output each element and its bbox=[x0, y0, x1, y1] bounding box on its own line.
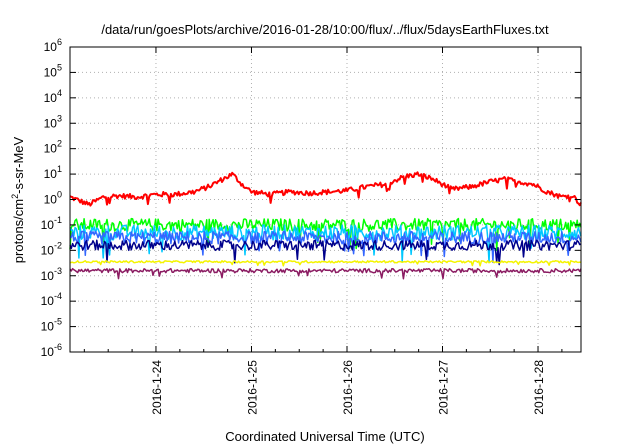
y-tick-label: 10-2 bbox=[41, 240, 62, 257]
y-tick-label: 106 bbox=[44, 37, 62, 54]
y-tick-label: 105 bbox=[44, 62, 62, 79]
flux-series-7 bbox=[69, 267, 582, 280]
y-tick-label: 101 bbox=[44, 164, 62, 181]
y-tick-label: 102 bbox=[44, 139, 62, 156]
flux-series-4 bbox=[69, 230, 582, 264]
y-tick-label: 10-1 bbox=[41, 215, 62, 232]
x-tick-label: 2016-1-25 bbox=[245, 360, 259, 415]
y-tick-label: 10-3 bbox=[41, 266, 62, 283]
x-axis-label: Coordinated Universal Time (UTC) bbox=[225, 429, 424, 444]
flux-series-6 bbox=[69, 260, 582, 267]
series-group bbox=[69, 171, 582, 280]
x-tick-label: 2016-1-27 bbox=[437, 360, 451, 415]
x-axis: 2016-1-24 2016-1-25 2016-1-26 2016-1-27 2016… bbox=[83, 47, 563, 415]
chart-title: /data/run/goesPlots/archive/2016-01-28/1… bbox=[101, 22, 549, 37]
y-tick-label: 103 bbox=[44, 113, 62, 130]
grid bbox=[70, 47, 581, 352]
y-axis: 10-6 10-5 10-4 10-3 10-2 10-1 100 101 102 103 104 1… bbox=[41, 37, 581, 359]
y-tick-label: 10-5 bbox=[41, 317, 62, 334]
y-tick-label: 10-4 bbox=[41, 291, 62, 308]
flux-series-5 bbox=[69, 239, 582, 266]
flux-series-1 bbox=[69, 171, 582, 207]
x-tick-label: 2016-1-26 bbox=[341, 360, 355, 415]
x-tick-label: 2016-1-28 bbox=[532, 360, 546, 415]
x-tick-label: 2016-1-24 bbox=[150, 360, 164, 415]
flux-series-3 bbox=[69, 224, 582, 263]
y-tick-label: 100 bbox=[44, 190, 62, 207]
y-axis-label: protons/cm2-s-sr-MeV bbox=[10, 136, 26, 263]
y-tick-label: 104 bbox=[44, 88, 62, 105]
y-tick-label: 10-6 bbox=[41, 342, 62, 359]
